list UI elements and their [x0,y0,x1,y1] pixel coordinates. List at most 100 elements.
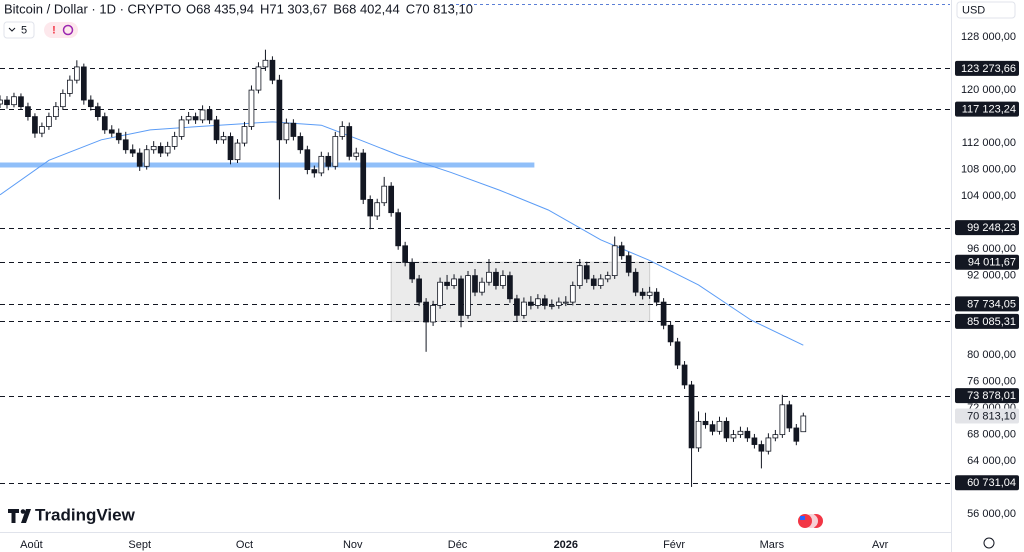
candle-body [136,152,143,167]
candle-body [604,275,611,280]
candle-body [332,136,339,167]
candle-body [653,291,660,303]
candle-body [115,132,122,141]
candle-body [60,93,66,108]
candle-body [709,424,716,432]
candle-body [318,155,325,174]
candle-body [381,185,388,204]
legend-value: 68 402,44 [342,1,400,16]
candle-body [758,444,765,452]
candle-body [737,430,744,436]
candle-body [772,434,779,439]
interval-button[interactable] [3,21,35,39]
sync-icon [62,24,74,36]
y-tick-label: 92 000,00 [967,270,1016,282]
x-tick-label: Févr [663,539,685,551]
candle-body [569,285,576,303]
candle-body [122,139,129,151]
candle-body [444,281,450,286]
candle-body [283,122,290,141]
y-tick-label: 76 000,00 [967,376,1016,388]
candle-body [555,301,562,306]
settings-icon[interactable] [983,537,995,549]
candle-body [367,199,374,217]
candle-body [611,245,618,277]
x-tick-label: Déc [448,539,468,551]
candle-body [576,265,583,286]
level-label: 123 273,66 [961,63,1016,75]
candle-body [486,271,492,283]
candle-body [325,155,332,167]
brand-name: TradingView [35,505,136,524]
candle-body [625,255,632,273]
candle-body [423,301,429,323]
level-label: 73 878,01 [967,390,1016,402]
interval-count: 5 [21,24,27,36]
candle-body [667,324,674,343]
candle-body [199,109,206,121]
candle-body [304,149,311,171]
level-label-box [955,475,1019,491]
candle-body [702,420,709,426]
currency-button[interactable] [956,1,1016,19]
candle-body [800,415,807,433]
candle-body [688,384,695,449]
last-price-box [955,408,1019,424]
candle-body [583,265,590,280]
y-tick-label: 128 000,00 [961,31,1016,43]
candle-body [786,404,793,429]
legend-value: 70 813,10 [415,1,473,16]
level-label: 87 734,05 [967,298,1016,310]
candle-body [18,96,24,108]
y-tick-label: 80 000,00 [967,349,1016,361]
x-tick-label: Avr [872,539,889,551]
candle-body [227,136,234,161]
candle-body [53,106,59,118]
level-label: 60 731,04 [967,477,1016,489]
candle-body [346,126,353,157]
candle-body [297,136,304,151]
candle-body [465,275,471,316]
legend-key: C [406,1,415,16]
level-label: 117 123,24 [962,104,1016,116]
legend-value: 68 435,94 [196,1,254,16]
candle-body [500,275,506,286]
currency: USD [962,4,985,16]
candle-body [213,119,220,141]
level-label-box [955,101,1019,117]
candle-body [493,271,499,286]
x-tick-label: 2026 [554,539,578,551]
level-label: 85 085,31 [967,316,1016,328]
candle-body [409,261,415,280]
y-tick-label: 96 000,00 [967,243,1016,255]
candle-body [632,271,639,293]
candle-body [39,126,45,134]
candle-body [262,59,269,68]
candle-body [353,152,360,157]
candle-body [507,275,513,300]
candle-body [402,245,408,263]
candle-body [164,146,171,154]
plot-area [0,49,950,487]
candle-body [192,116,199,121]
y-tick-label: 68 000,00 [967,429,1016,441]
legend-value: 71 303,67 [269,1,327,16]
candle-body [67,79,73,94]
chart-title: Bitcoin / Dollar · 1D · CRYPTO [4,1,181,16]
candle-body [765,437,772,452]
candle-body [430,305,436,323]
candle-body [234,142,241,161]
candle-body [101,116,108,131]
candle-body [73,66,80,81]
y-tick-label: 104 000,00 [961,190,1016,202]
candle-body [674,341,681,366]
candle-body [597,278,604,286]
candle-body [339,126,346,137]
level-label-box [955,313,1019,329]
candle-body [779,404,786,436]
candle-body [542,298,548,306]
alert-icon: ! [52,24,56,36]
candle-body [639,291,646,296]
x-tick-label: Oct [236,539,253,551]
